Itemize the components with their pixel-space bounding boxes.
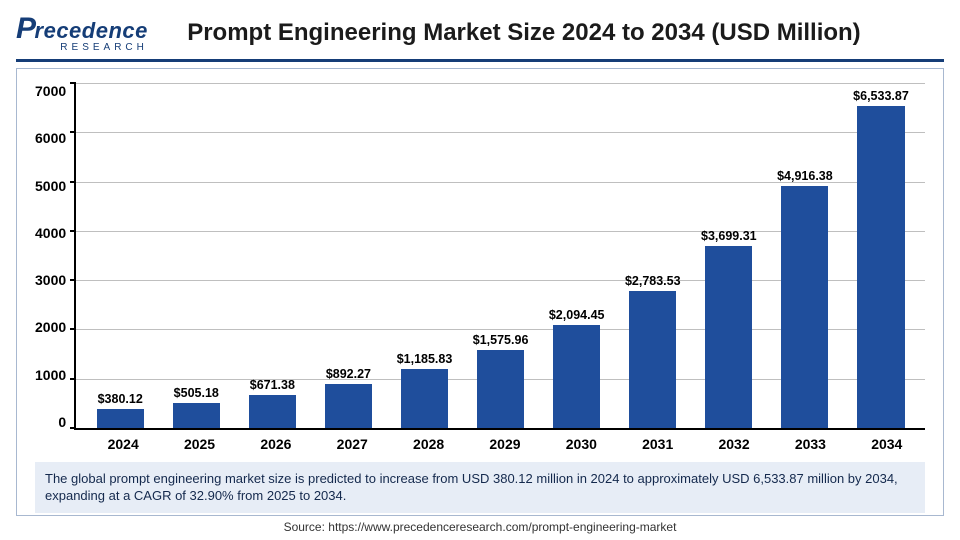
x-tick-label: 2024 [85, 436, 161, 452]
bar-column: $380.12 [82, 83, 158, 428]
bar [857, 106, 904, 428]
y-tick-label: 6000 [35, 130, 66, 146]
x-tick-label: 2025 [161, 436, 237, 452]
y-tick [70, 279, 76, 281]
bar-value-label: $1,185.83 [397, 352, 453, 366]
y-tick [70, 181, 76, 183]
y-tick [70, 427, 76, 429]
x-tick-label: 2030 [543, 436, 619, 452]
bar-value-label: $6,533.87 [853, 89, 909, 103]
x-tick-label: 2033 [772, 436, 848, 452]
plot-area: $380.12 $505.18 $671.38 $892.27 $1,185.83 $1,… [74, 83, 925, 430]
bar-value-label: $892.27 [326, 367, 371, 381]
y-axis: 7000 6000 5000 4000 3000 2000 1000 0 [35, 83, 74, 430]
bar [97, 409, 144, 428]
bar-column: $892.27 [310, 83, 386, 428]
caption: The global prompt engineering market siz… [35, 462, 925, 513]
bar-column: $2,094.45 [539, 83, 615, 428]
bar-column: $2,783.53 [615, 83, 691, 428]
y-tick [70, 378, 76, 380]
source-url: https://www.precedenceresearch.com/promp… [328, 520, 676, 534]
y-tick [70, 328, 76, 330]
y-tick-label: 4000 [35, 225, 66, 241]
y-tick [70, 230, 76, 232]
y-tick-label: 5000 [35, 178, 66, 194]
chart-title: Prompt Engineering Market Size 2024 to 2… [164, 19, 944, 47]
bar-value-label: $3,699.31 [701, 229, 757, 243]
y-tick-label: 2000 [35, 319, 66, 335]
bar [629, 291, 676, 428]
bar [781, 186, 828, 428]
y-tick-label: 1000 [35, 367, 66, 383]
source-label: Source: [284, 520, 329, 534]
y-tick [70, 82, 76, 84]
y-tick-label: 0 [58, 414, 66, 430]
x-tick-label: 2028 [390, 436, 466, 452]
x-tick-label: 2031 [620, 436, 696, 452]
bar-column: $6,533.87 [843, 83, 919, 428]
chart-container: 7000 6000 5000 4000 3000 2000 1000 0 $380.12 $50… [16, 68, 944, 516]
bar [249, 395, 296, 428]
bar-column: $1,575.96 [463, 83, 539, 428]
x-tick-label: 2034 [849, 436, 925, 452]
bar [173, 403, 220, 428]
x-tick-label: 2026 [238, 436, 314, 452]
bar [705, 246, 752, 428]
x-axis: 2024202520262027202820292030203120322033… [35, 436, 925, 452]
x-tick-label: 2032 [696, 436, 772, 452]
bar-value-label: $1,575.96 [473, 333, 529, 347]
logo-text: recedence [35, 18, 148, 43]
bar-value-label: $2,783.53 [625, 274, 681, 288]
bar-value-label: $4,916.38 [777, 169, 833, 183]
bar-value-label: $671.38 [250, 378, 295, 392]
header: Precedence RESEARCH Prompt Engineering M… [16, 12, 944, 62]
bar-value-label: $2,094.45 [549, 308, 605, 322]
bar [401, 369, 448, 427]
bar [477, 350, 524, 428]
logo-letter-p: P [16, 12, 37, 45]
bar-column: $4,916.38 [767, 83, 843, 428]
source-line: Source: https://www.precedenceresearch.c… [16, 520, 944, 534]
plot: 7000 6000 5000 4000 3000 2000 1000 0 $380.12 $50… [35, 83, 925, 430]
bar-column: $671.38 [234, 83, 310, 428]
bar-value-label: $505.18 [174, 386, 219, 400]
caption-text: The global prompt engineering market siz… [45, 471, 898, 504]
bar-value-label: $380.12 [98, 392, 143, 406]
logo: Precedence RESEARCH [16, 12, 148, 53]
y-tick-label: 3000 [35, 272, 66, 288]
bar-column: $1,185.83 [386, 83, 462, 428]
bar-column: $505.18 [158, 83, 234, 428]
y-tick [70, 131, 76, 133]
x-tick-label: 2027 [314, 436, 390, 452]
bar-column: $3,699.31 [691, 83, 767, 428]
bar [553, 325, 600, 428]
bar [325, 384, 372, 428]
x-tick-label: 2029 [467, 436, 543, 452]
y-tick-label: 7000 [35, 83, 66, 99]
